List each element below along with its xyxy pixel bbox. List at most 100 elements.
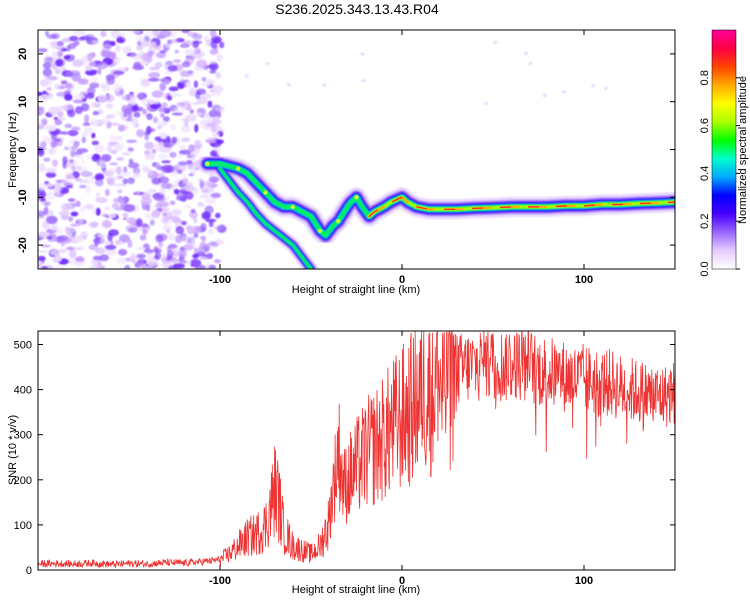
- noise-speck: [92, 110, 100, 116]
- noise-speck: [136, 129, 145, 138]
- noise-speck: [69, 223, 81, 227]
- noise-speck: [195, 91, 201, 100]
- noise-speck: [94, 145, 105, 153]
- noise-speck: [215, 212, 221, 219]
- noise-speck: [123, 204, 136, 213]
- noise-speck: [181, 42, 188, 48]
- noise-speck: [196, 112, 203, 116]
- noise-speck: [74, 106, 83, 115]
- noise-speck: [127, 177, 135, 185]
- noise-speck: [116, 175, 124, 180]
- x-tick-label: -100: [209, 575, 231, 587]
- colorbar-axes: 0.0 0.2 0.4 0.6 0.8: [699, 70, 740, 277]
- noise-speck: [162, 216, 169, 223]
- snr-series-line: [38, 331, 675, 569]
- noise-speck: [38, 106, 45, 115]
- noise-speck: [122, 178, 128, 185]
- noise-speck: [131, 117, 139, 126]
- noise-speck: [101, 118, 111, 124]
- noise-speck: [99, 254, 109, 262]
- noise-speck: [171, 208, 182, 216]
- noise-speck: [183, 118, 189, 127]
- snr-frame: [37, 330, 676, 571]
- noise-speck: [80, 56, 89, 64]
- noise-speck: [115, 166, 122, 175]
- noise-speck: [197, 144, 203, 148]
- noise-speck: [181, 235, 192, 244]
- noise-speck: [42, 68, 53, 77]
- y-tick-label: 0: [26, 565, 32, 577]
- noise-speck: [168, 86, 179, 92]
- noise-speck: [91, 76, 98, 83]
- noise-speck: [55, 69, 60, 75]
- noise-speck: [113, 56, 121, 64]
- noise-speck: [161, 182, 172, 189]
- noise-speck: [116, 257, 128, 265]
- noise-speck: [50, 249, 58, 256]
- noise-speck: [189, 210, 198, 219]
- noise-speck: [38, 231, 50, 238]
- noise-speck: [361, 79, 366, 83]
- ridge-core-peak: [368, 196, 675, 217]
- noise-speck: [196, 59, 208, 68]
- noise-speck: [67, 129, 79, 137]
- noise-speck: [210, 192, 222, 199]
- noise-speck: [167, 39, 173, 45]
- noise-speck: [523, 52, 528, 55]
- y-tick-label: 100: [14, 520, 32, 532]
- noise-speck: [63, 182, 74, 187]
- noise-speck: [177, 153, 183, 159]
- noise-speck: [136, 45, 143, 51]
- noise-speck: [89, 62, 97, 67]
- colorbar-tick-label: 0.8: [699, 70, 711, 85]
- noise-speck: [126, 139, 138, 143]
- noise-speck: [144, 141, 155, 150]
- noise-speck: [133, 111, 141, 118]
- noise-speck: [205, 139, 217, 143]
- noise-speck: [73, 246, 84, 251]
- noise-speck: [69, 35, 79, 42]
- noise-speck: [66, 257, 78, 265]
- noise-speck: [45, 183, 54, 188]
- noise-speck: [209, 30, 217, 38]
- noise-speck: [194, 48, 202, 55]
- noise-speck: [71, 165, 76, 172]
- noise-speck: [67, 198, 76, 202]
- noise-speck: [153, 116, 159, 124]
- noise-speck: [200, 222, 207, 232]
- noise-speck: [73, 161, 80, 165]
- noise-speck: [144, 132, 149, 141]
- noise-speck: [181, 61, 191, 68]
- noise-speck: [63, 104, 74, 110]
- noise-speck: [79, 184, 87, 189]
- noise-speck: [94, 179, 104, 187]
- noise-speck: [105, 248, 117, 256]
- noise-speck: [46, 92, 54, 100]
- noise-speck: [179, 145, 187, 149]
- noise-speck: [92, 207, 97, 217]
- noise-speck: [59, 131, 69, 135]
- noise-speck: [184, 204, 191, 209]
- noise-speck: [121, 152, 131, 156]
- noise-speck: [286, 83, 291, 86]
- noise-speck: [182, 178, 188, 185]
- noise-speck: [52, 182, 63, 192]
- noise-speck: [204, 196, 217, 205]
- noise-speck: [111, 183, 123, 187]
- ridge-blob: [205, 161, 210, 166]
- noise-speck: [244, 74, 249, 78]
- noise-speck: [603, 86, 608, 90]
- noise-speck: [86, 92, 95, 99]
- x-tick-label: 100: [575, 575, 593, 587]
- noise-speck: [67, 109, 76, 118]
- noise-speck: [199, 83, 211, 87]
- noise-speck: [78, 219, 84, 225]
- noise-speck: [109, 168, 116, 173]
- noise-speck: [40, 197, 47, 202]
- noise-speck: [173, 188, 180, 195]
- noise-speck: [89, 265, 101, 269]
- noise-speck: [42, 220, 50, 229]
- noise-speck: [127, 239, 133, 249]
- noise-speck: [493, 40, 498, 44]
- noise-speck: [105, 114, 116, 119]
